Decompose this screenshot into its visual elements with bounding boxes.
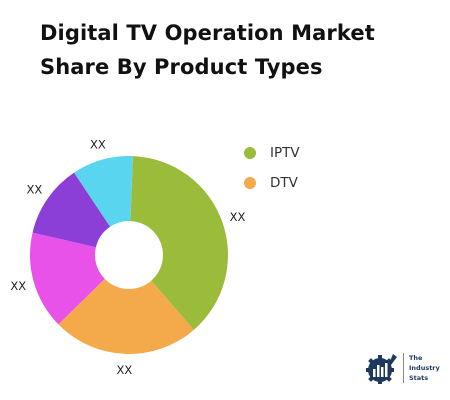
gear-chart-icon: [366, 354, 397, 384]
chart-title: Digital TV Operation Market Share By Pro…: [40, 21, 375, 79]
logo-text: The Industry Stats: [409, 353, 440, 383]
legend-item-dtv[interactable]: DTV: [244, 172, 300, 194]
slice-label-5: XX: [90, 137, 106, 151]
slice-label-1: XX: [230, 210, 246, 224]
donut-slice-2[interactable]: [58, 278, 194, 354]
slice-label-4: XX: [27, 183, 43, 197]
legend-label-iptv: IPTV: [270, 145, 300, 161]
legend-label-dtv: DTV: [270, 175, 298, 191]
slice-label-3: XX: [10, 279, 26, 293]
donut-slice-4[interactable]: [32, 172, 111, 248]
logo-line-1: The: [409, 354, 423, 362]
donut-slice-3[interactable]: [30, 232, 105, 325]
legend-swatch-iptv: [244, 147, 256, 159]
logo-line-3: Stats: [409, 374, 429, 382]
legend-swatch-dtv: [244, 177, 256, 189]
chart-legend: IPTV DTV: [244, 142, 300, 202]
logo-line-2: Industry: [409, 364, 440, 372]
slice-label-2: XX: [117, 363, 133, 377]
industry-stats-logo[interactable]: The Industry Stats: [364, 350, 440, 386]
donut-slice-5[interactable]: [74, 156, 133, 227]
donut-slice-1[interactable]: [130, 156, 228, 330]
logo-divider: [403, 353, 404, 383]
legend-item-iptv[interactable]: IPTV: [244, 142, 300, 164]
